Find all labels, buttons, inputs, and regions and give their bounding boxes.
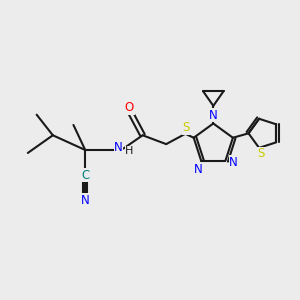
- Text: O: O: [125, 101, 134, 114]
- Text: N: N: [229, 156, 238, 169]
- Text: H: H: [125, 146, 134, 157]
- Text: N: N: [81, 194, 90, 207]
- Text: N: N: [114, 141, 123, 154]
- Text: S: S: [257, 147, 264, 160]
- Text: N: N: [194, 163, 203, 176]
- Text: C: C: [81, 169, 89, 182]
- Text: S: S: [182, 122, 190, 134]
- Text: N: N: [209, 109, 218, 122]
